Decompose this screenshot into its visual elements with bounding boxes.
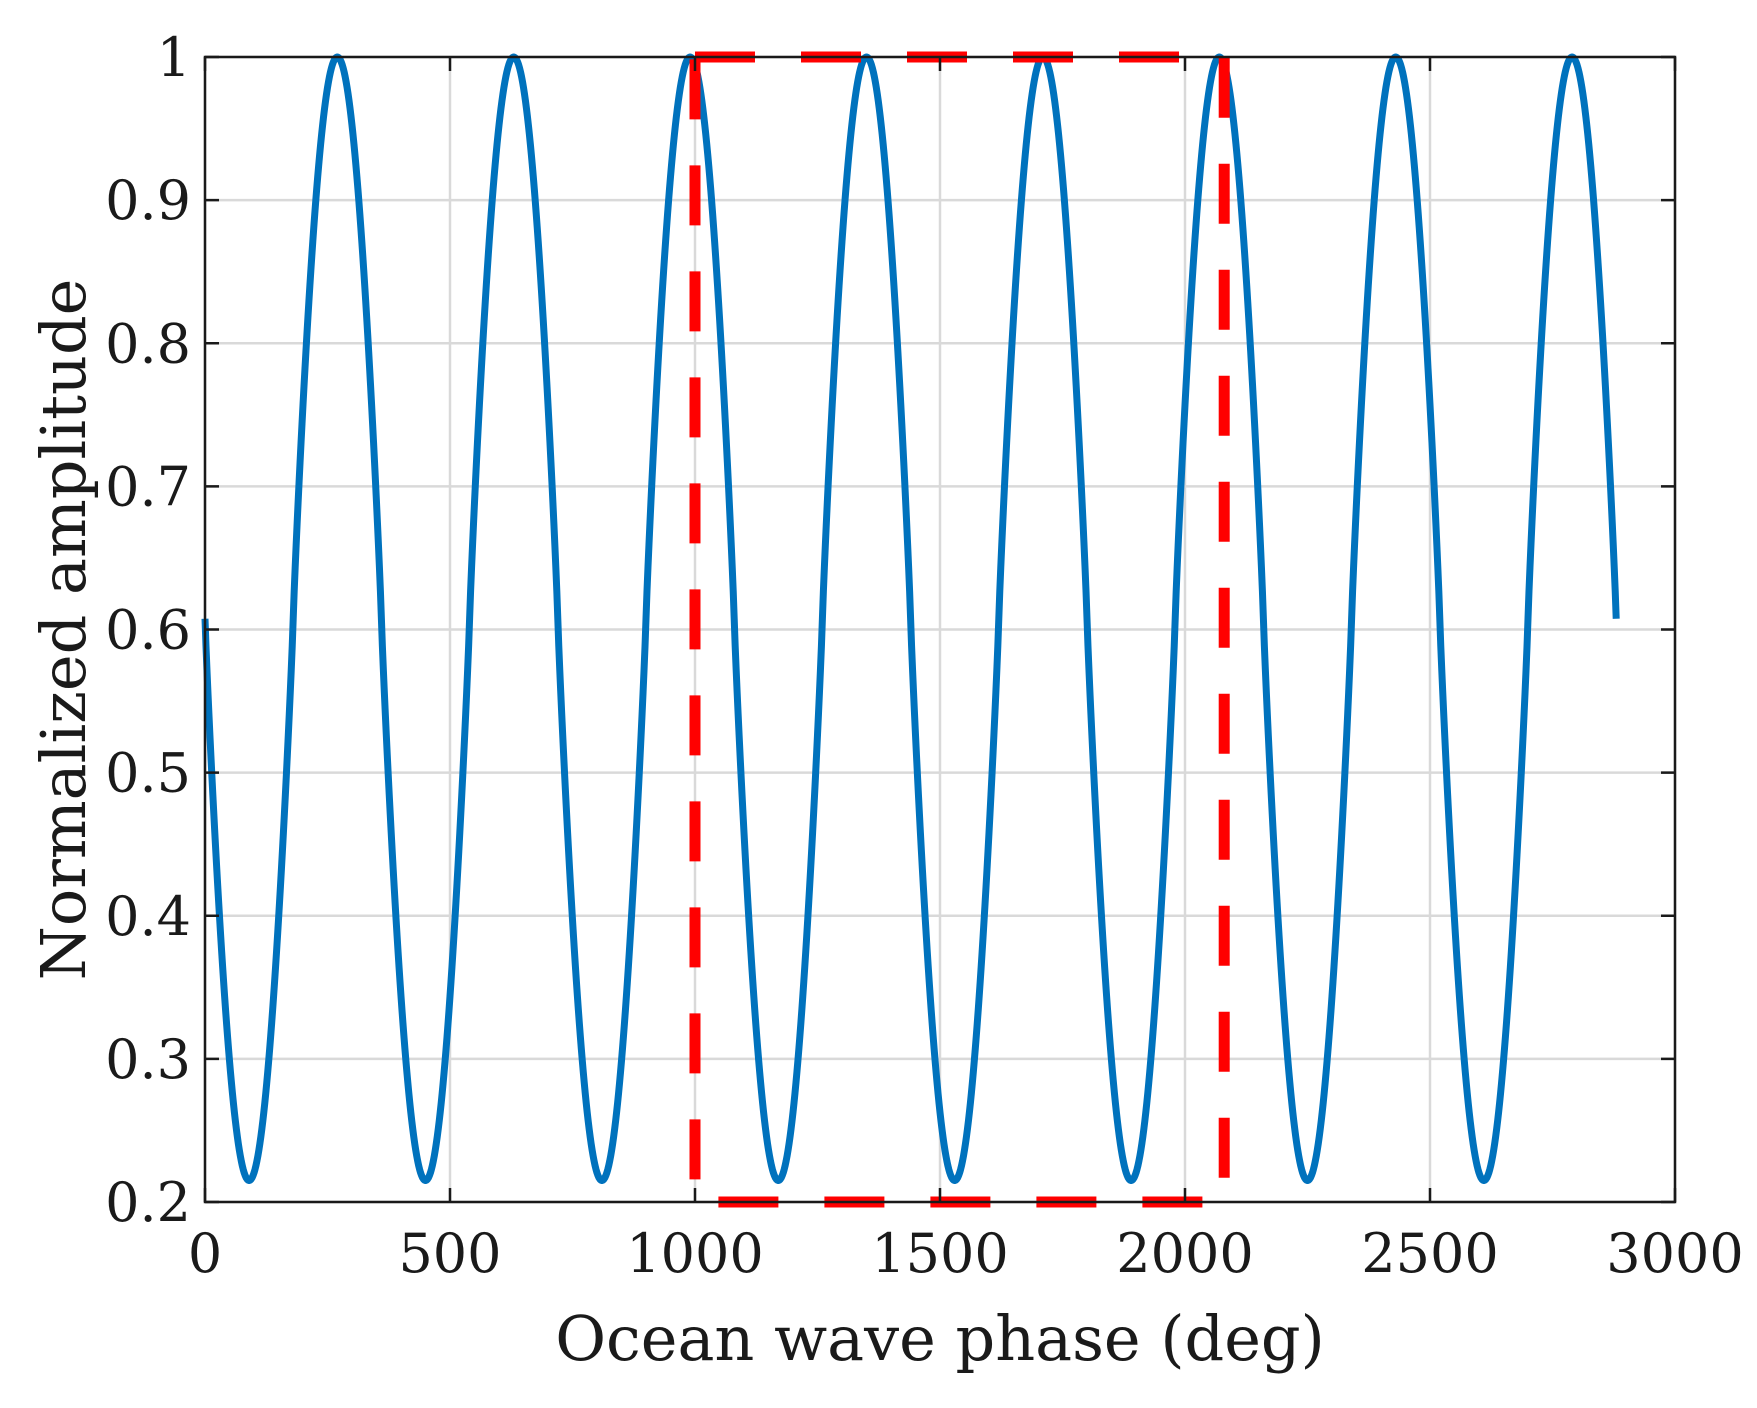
x-tick-label: 1000	[626, 1222, 763, 1285]
series-layer	[201, 53, 1620, 1185]
x-tick-labels: 0 500 1000 1500 2000 2500 3000	[188, 1222, 1744, 1285]
y-tick-label: 1	[157, 26, 191, 89]
y-tick-label: 0.9	[105, 169, 191, 232]
y-tick-label: 0.4	[105, 885, 191, 948]
y-tick-label: 0.2	[105, 1171, 191, 1234]
y-tick-label: 0.8	[105, 312, 191, 375]
x-tick-label: 0	[188, 1222, 222, 1285]
y-tick-label: 0.5	[105, 742, 191, 805]
y-tick-labels: 0.2 0.3 0.4 0.5 0.6 0.7 0.8 0.9 1	[105, 26, 191, 1234]
tick-marks	[203, 55, 1677, 1204]
y-tick-label: 0.7	[105, 455, 191, 518]
x-tick-label: 2000	[1116, 1222, 1253, 1285]
y-tick-label: 0.6	[105, 599, 191, 662]
y-axis-title: Normalized amplitude	[27, 279, 100, 981]
series-line	[201, 53, 1620, 1185]
grid-lines	[203, 55, 1677, 1204]
x-axis-title: Ocean wave phase (deg)	[555, 1302, 1325, 1375]
x-tick-label: 2500	[1361, 1222, 1498, 1285]
x-tick-label: 1500	[871, 1222, 1008, 1285]
y-tick-label: 0.3	[105, 1028, 191, 1091]
x-tick-label: 3000	[1606, 1222, 1743, 1285]
x-tick-label: 500	[398, 1222, 501, 1285]
